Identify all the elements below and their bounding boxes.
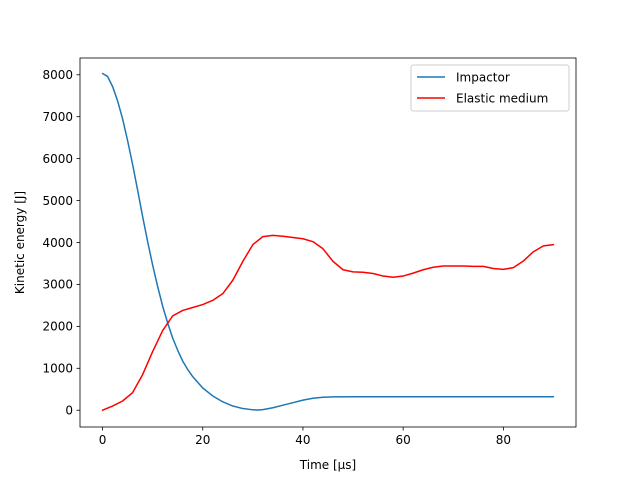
y-tick-label: 7000: [42, 110, 73, 124]
y-axis-label: Kinetic energy [J]: [13, 191, 27, 294]
y-tick-label: 3000: [42, 278, 73, 292]
y-axis: 0 1000 2000 3000 4000 5000 6000 7000 8000: [42, 68, 80, 418]
series-line-1: [101, 72, 555, 411]
y-tick-label: 6000: [42, 152, 73, 166]
x-tick-label: 20: [195, 433, 210, 447]
x-tick-label: 80: [496, 433, 511, 447]
x-tick-label: 0: [99, 433, 107, 447]
y-tick-label: 4000: [42, 236, 73, 250]
y-tick-label: 0: [65, 404, 73, 418]
y-tick-label: 2000: [42, 320, 73, 334]
series-line-2: [101, 234, 555, 411]
x-tick-label: 60: [396, 433, 411, 447]
legend-label-2: Elastic medium: [456, 91, 548, 105]
y-tick-label: 1000: [42, 362, 73, 376]
legend: Impactor Elastic medium: [410, 64, 570, 112]
x-tick-label: 40: [295, 433, 310, 447]
x-axis-label: Time [μs]: [299, 458, 356, 472]
x-axis: 0 20 40 60 80: [99, 427, 511, 447]
legend-box: [410, 64, 570, 112]
y-tick-label: 8000: [42, 68, 73, 82]
y-tick-label: 5000: [42, 194, 73, 208]
series-layer: [101, 72, 555, 411]
legend-label-1: Impactor: [456, 70, 510, 84]
